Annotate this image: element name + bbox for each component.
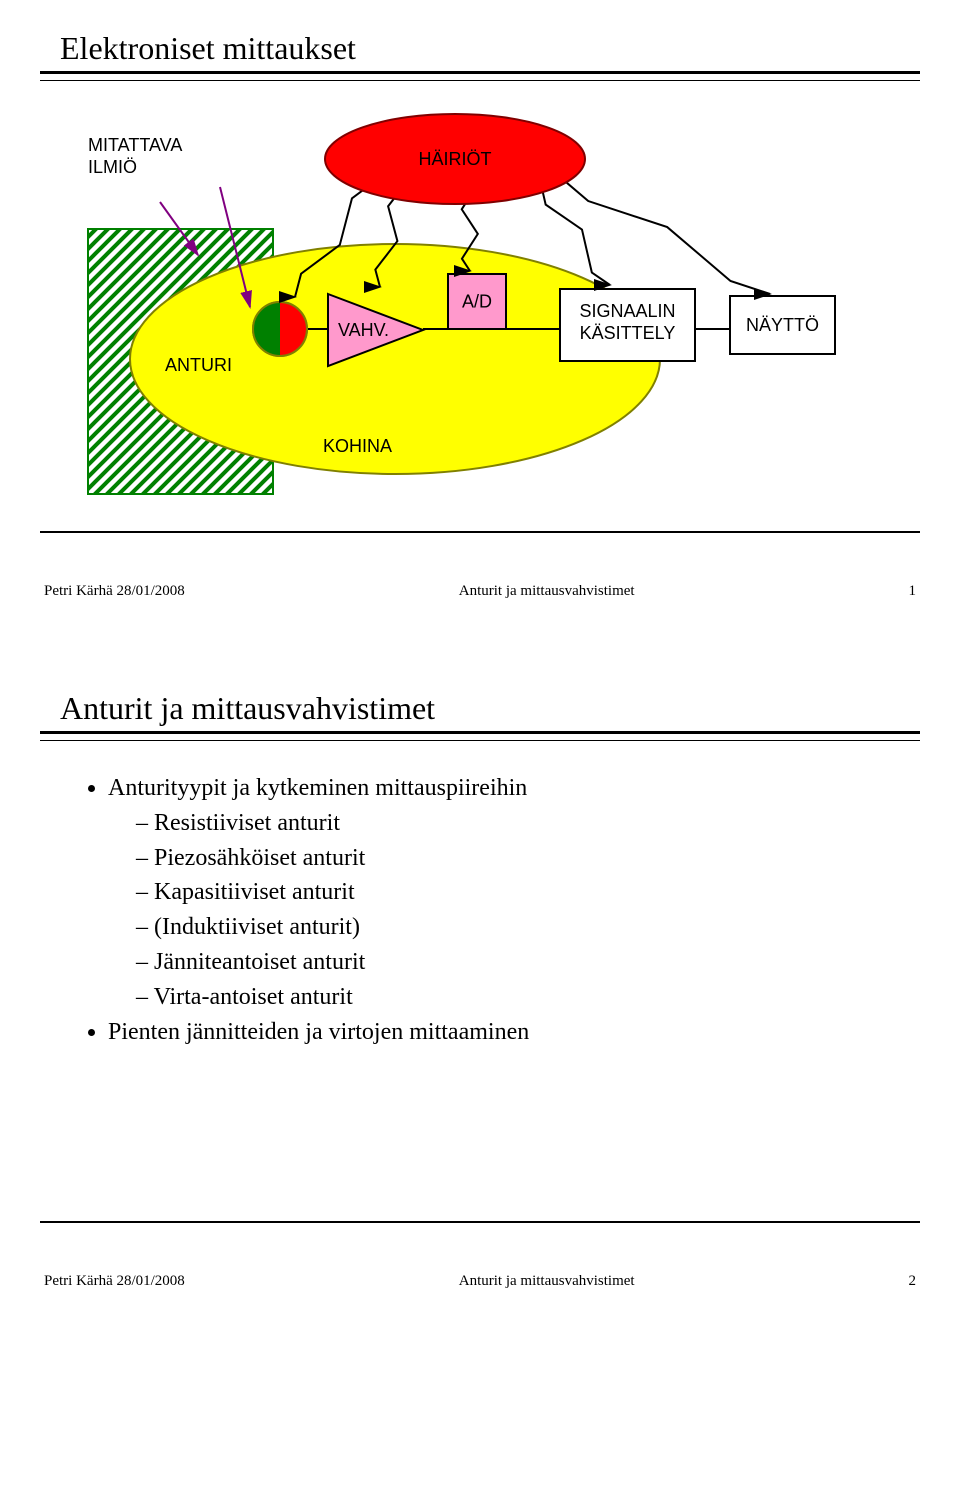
footer-center: Anturit ja mittausvahvistimet: [459, 583, 635, 600]
svg-text:NÄYTTÖ: NÄYTTÖ: [746, 315, 819, 335]
sub-bullet-item: (Induktiiviset anturit): [136, 910, 920, 945]
svg-text:A/D: A/D: [462, 292, 492, 312]
sub-bullet-item: Kapasitiiviset anturit: [136, 875, 920, 910]
svg-text:KOHINA: KOHINA: [323, 436, 392, 456]
slide1-title: Elektroniset mittaukset: [60, 30, 920, 67]
slide2-title: Anturit ja mittausvahvistimet: [60, 690, 920, 727]
bullet-item: Pienten jännitteiden ja virtojen mittaam…: [108, 1015, 920, 1050]
svg-text:VAHV.: VAHV.: [338, 320, 389, 340]
diagram-svg: VAHV.A/DSIGNAALINKÄSITTELYNÄYTTÖHÄIRIÖTM…: [70, 99, 890, 529]
title-rule-2: [40, 731, 920, 741]
slide1-footer: Petri Kärhä 28/01/2008 Anturit ja mittau…: [40, 583, 920, 600]
footer-left: Petri Kärhä 28/01/2008: [44, 583, 185, 600]
sub-bullet-item: Piezosähköiset anturit: [136, 841, 920, 876]
svg-text:HÄIRIÖT: HÄIRIÖT: [418, 149, 491, 169]
diagram: VAHV.A/DSIGNAALINKÄSITTELYNÄYTTÖHÄIRIÖTM…: [70, 99, 890, 529]
slide-2: Anturit ja mittausvahvistimet Anturityyp…: [40, 690, 920, 1290]
footer-rule: [40, 531, 920, 533]
sub-bullet-item: Resistiiviset anturit: [136, 806, 920, 841]
slide2-footer: Petri Kärhä 28/01/2008 Anturit ja mittau…: [40, 1273, 920, 1290]
footer-center-2: Anturit ja mittausvahvistimet: [459, 1273, 635, 1290]
sub-bullet-item: Virta-antoiset anturit: [136, 980, 920, 1015]
slide2-body: Anturityypit ja kytkeminen mittauspiirei…: [80, 771, 920, 1049]
footer-left-2: Petri Kärhä 28/01/2008: [44, 1273, 185, 1290]
svg-text:MITATTAVAILMIÖ: MITATTAVAILMIÖ: [88, 135, 182, 177]
title-rule: [40, 71, 920, 81]
bullet-item: Anturityypit ja kytkeminen mittauspiirei…: [108, 771, 920, 1015]
footer-rule-2: [40, 1221, 920, 1223]
svg-text:ANTURI: ANTURI: [165, 355, 232, 375]
footer-right: 1: [909, 583, 917, 600]
sub-bullet-item: Jänniteantoiset anturit: [136, 945, 920, 980]
slide-1: Elektroniset mittaukset VAHV.A/DSIGNAALI…: [40, 30, 920, 600]
footer-right-2: 2: [909, 1273, 917, 1290]
